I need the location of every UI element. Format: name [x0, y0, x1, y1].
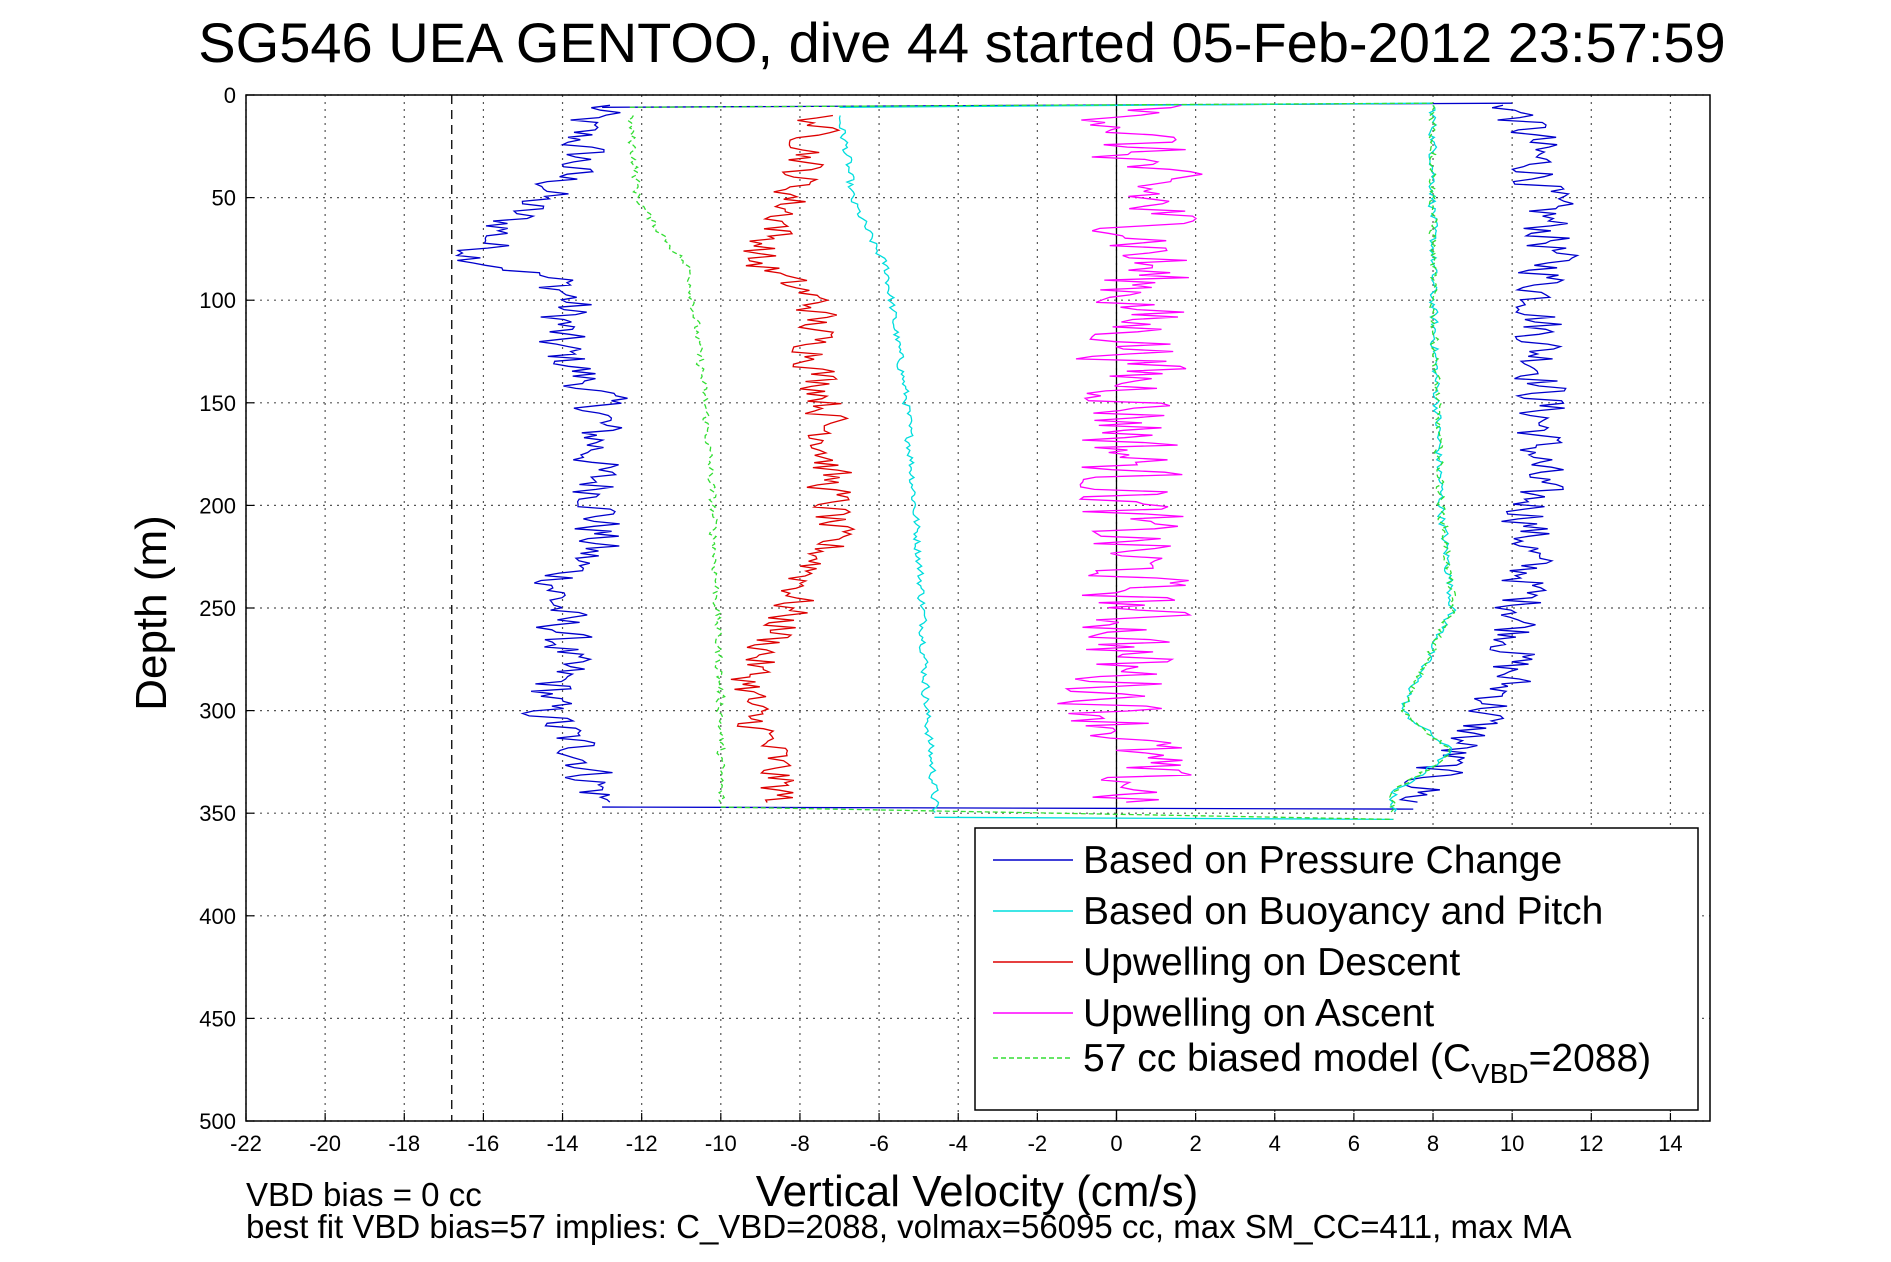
x-tick-label: -14 [547, 1131, 579, 1156]
series-upwelling-on-descent-descent [730, 114, 856, 803]
y-tick-labels: 0 50 100 150 200 250 300 350 400 450 500 [199, 83, 236, 1134]
series-upwelling-on-ascent-ascent [1057, 104, 1203, 803]
y-tick-label: 450 [199, 1006, 236, 1031]
x-tick-label: -4 [948, 1131, 968, 1156]
legend-entry: Upwelling on Descent [1083, 941, 1460, 984]
y-tick-label: 350 [199, 801, 236, 826]
x-tick-label: 12 [1579, 1131, 1603, 1156]
x-tick-label: 14 [1658, 1131, 1682, 1156]
series-57-cc-biased-model-c-bottom-transit [720, 806, 1394, 821]
x-tick-label: -22 [230, 1131, 262, 1156]
x-tick-label: -16 [468, 1131, 500, 1156]
plot-area [454, 102, 1580, 821]
x-tick-labels: -22 -20 -18 -16 -14 -12 -10 -8 -6 -4 -2 0 2 4 6 8 10 12 14 [230, 1131, 1683, 1156]
series-57-cc-biased-model-c-ascent [1389, 105, 1457, 813]
y-tick-label: 150 [199, 391, 236, 416]
series-based-on-buoyancy-and-pitch-descent [838, 115, 940, 813]
x-tick-label: 8 [1427, 1131, 1439, 1156]
series-based-on-buoyancy-and-pitch-bottom-transit [934, 816, 1394, 821]
x-tick-label: -2 [1028, 1131, 1048, 1156]
y-axis-label: Depth (m) [127, 515, 176, 711]
legend-entry: Based on Buoyancy and Pitch [1083, 890, 1603, 933]
x-tick-label: -12 [626, 1131, 658, 1156]
x-tick-label: -8 [790, 1131, 810, 1156]
y-tick-label: 0 [224, 83, 236, 108]
x-tick-label: -18 [388, 1131, 420, 1156]
y-tick-label: 500 [199, 1109, 236, 1134]
y-tick-label: 300 [199, 699, 236, 724]
y-tick-label: 200 [199, 493, 236, 518]
legend-entry: 57 cc biased model (CVBD=2088) [1083, 1037, 1651, 1089]
plot-frame [245, 94, 1711, 1122]
legend: Based on Pressure Change Based on Buoyanc… [974, 827, 1699, 1111]
x-tick-label: 10 [1500, 1131, 1524, 1156]
legend-box [974, 827, 1699, 1111]
series-57-cc-biased-model-c-surface-transit [629, 102, 1434, 108]
legend-entry: Upwelling on Ascent [1083, 992, 1434, 1035]
x-tick-label: -6 [869, 1131, 889, 1156]
y-tick-label: 100 [199, 288, 236, 313]
series-57-cc-biased-model-c-descent [626, 115, 726, 803]
series-based-on-pressure-change-ascent [1398, 104, 1580, 803]
y-tick-label: 50 [212, 186, 236, 211]
chart-title: SG546 UEA GENTOO, dive 44 started 05-Feb… [198, 11, 1725, 74]
y-tick-label: 250 [199, 596, 236, 621]
x-tick-label: -10 [705, 1131, 737, 1156]
legend-entry: Based on Pressure Change [1083, 839, 1562, 882]
x-tick-label: 0 [1110, 1131, 1122, 1156]
x-tick-label: 2 [1189, 1131, 1201, 1156]
x-axis-label: Vertical Velocity (cm/s) [756, 1167, 1199, 1216]
footer-line-1: VBD bias = 0 cc [246, 1176, 482, 1213]
x-tick-label: 4 [1269, 1131, 1281, 1156]
series-based-on-pressure-change-descent [454, 104, 628, 803]
series-based-on-buoyancy-and-pitch-ascent [1388, 104, 1457, 813]
footer-line-2: best fit VBD bias=57 implies: C_VBD=2088… [246, 1208, 1572, 1245]
series-layer [454, 102, 1580, 821]
x-tick-label: -20 [309, 1131, 341, 1156]
x-tick-label: 6 [1348, 1131, 1360, 1156]
y-tick-label: 400 [199, 904, 236, 929]
